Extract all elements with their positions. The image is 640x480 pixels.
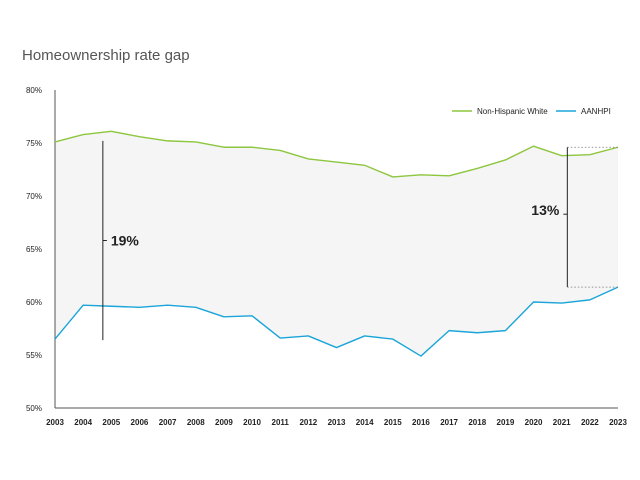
x-tick-label: 2016 <box>412 418 430 427</box>
x-tick-label: 2007 <box>159 418 177 427</box>
x-tick-label: 2022 <box>581 418 599 427</box>
x-tick-label: 2003 <box>46 418 64 427</box>
chart-title: Homeownership rate gap <box>22 47 190 64</box>
y-tick-label: 55% <box>26 351 42 360</box>
x-tick-label: 2019 <box>497 418 515 427</box>
gap-shading-layer <box>55 131 618 357</box>
legend-label: Non-Hispanic White <box>477 107 548 116</box>
y-tick-label: 80% <box>26 86 42 95</box>
series-line-non-hispanic-white <box>54 130 619 178</box>
series-line-aanhpi <box>54 286 619 357</box>
x-tick-label: 2023 <box>609 418 627 427</box>
x-tick-label: 2013 <box>328 418 346 427</box>
x-tick-label: 2004 <box>74 418 92 427</box>
x-tick-label: 2017 <box>440 418 458 427</box>
y-tick-label: 70% <box>26 192 42 201</box>
x-tick-label: 2008 <box>187 418 205 427</box>
x-tick-label: 2014 <box>356 418 374 427</box>
y-tick-label: 50% <box>26 404 42 413</box>
x-tick-label: 2005 <box>102 418 120 427</box>
y-tick-label: 75% <box>26 139 42 148</box>
x-tick-label: 2010 <box>243 418 261 427</box>
gap-label: 19% <box>111 233 140 249</box>
gap-shaded-area <box>55 131 618 357</box>
x-tick-label: 2018 <box>468 418 486 427</box>
legend: Non-Hispanic White AANHPI <box>452 107 611 116</box>
x-tick-label: 2006 <box>131 418 149 427</box>
x-tick-label: 2009 <box>215 418 233 427</box>
annotations: 19% 13% <box>102 140 618 341</box>
x-tick-label: 2011 <box>272 418 290 427</box>
gap-label: 13% <box>531 202 560 218</box>
y-tick-label: 65% <box>26 245 42 254</box>
y-tick-label: 60% <box>26 298 42 307</box>
legend-label: AANHPI <box>581 107 611 116</box>
x-tick-label: 2021 <box>553 418 571 427</box>
series-layer <box>54 130 619 357</box>
axes: 50% 55% 60% 65% 70% 75% 80% 2003 2004 2005 2006 200… <box>26 86 627 427</box>
x-tick-label: 2012 <box>299 418 317 427</box>
x-tick-label: 2015 <box>384 418 402 427</box>
x-tick-label: 2020 <box>525 418 543 427</box>
